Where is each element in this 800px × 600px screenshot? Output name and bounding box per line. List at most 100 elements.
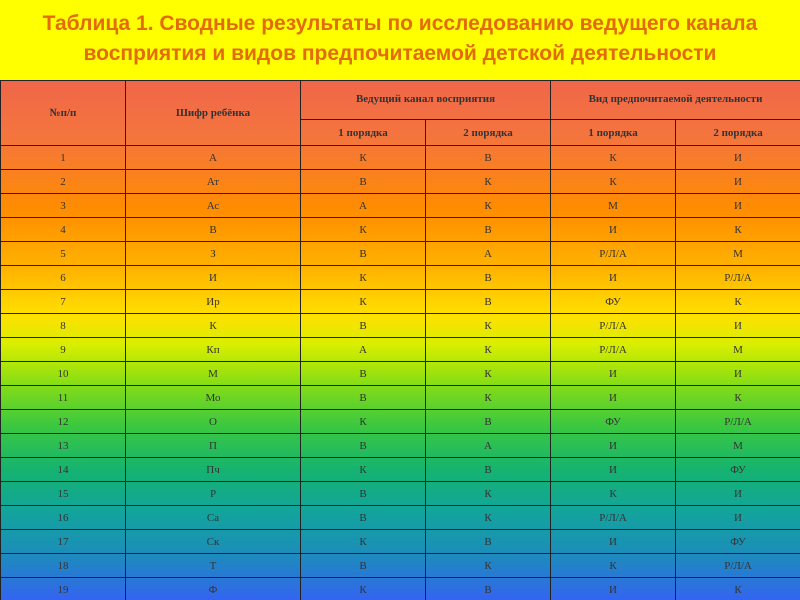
- cell-child-code: Кп: [125, 337, 301, 362]
- cell-child-code: Ас: [125, 193, 301, 218]
- table-row: 8 К В К Р/Л/А И: [0, 313, 800, 338]
- cell-activity-2: И: [675, 481, 800, 506]
- cell-activity-1: ФУ: [550, 409, 677, 434]
- header-channel-order-1: 1 порядка: [300, 119, 426, 146]
- cell-num: 14: [0, 457, 126, 482]
- cell-channel-2: В: [424, 577, 552, 600]
- cell-channel-2: К: [424, 361, 552, 386]
- slide-title: Таблица 1. Сводные результаты по исследо…: [42, 12, 758, 65]
- cell-channel-2: В: [424, 217, 552, 242]
- cell-child-code: Ир: [125, 289, 301, 314]
- cell-activity-1: И: [550, 265, 677, 290]
- cell-channel-2: К: [424, 193, 552, 218]
- cell-channel-1: К: [300, 145, 426, 170]
- cell-num: 5: [0, 241, 126, 266]
- cell-num: 16: [0, 505, 126, 530]
- cell-channel-1: К: [300, 289, 426, 314]
- header-activity-order-2: 2 порядка: [675, 119, 800, 146]
- cell-channel-2: В: [424, 409, 552, 434]
- cell-activity-2: К: [675, 385, 800, 410]
- cell-activity-1: И: [550, 385, 677, 410]
- cell-num: 18: [0, 553, 126, 578]
- cell-channel-1: К: [300, 529, 426, 554]
- cell-num: 19: [0, 577, 126, 600]
- cell-channel-2: К: [424, 553, 552, 578]
- cell-activity-2: Р/Л/А: [675, 409, 800, 434]
- cell-channel-1: К: [300, 217, 426, 242]
- cell-channel-2: В: [424, 457, 552, 482]
- cell-child-code: Пч: [125, 457, 301, 482]
- table-row: 12 О К В ФУ Р/Л/А: [0, 409, 800, 434]
- cell-activity-2: Р/Л/А: [675, 553, 800, 578]
- cell-child-code: З: [125, 241, 301, 266]
- cell-activity-2: М: [675, 241, 800, 266]
- cell-num: 2: [0, 169, 126, 194]
- table-row: 19 Ф К В И К: [0, 577, 800, 600]
- cell-activity-1: И: [550, 577, 677, 600]
- cell-child-code: Ат: [125, 169, 301, 194]
- cell-activity-2: И: [675, 505, 800, 530]
- cell-activity-2: М: [675, 433, 800, 458]
- cell-num: 9: [0, 337, 126, 362]
- cell-activity-2: И: [675, 145, 800, 170]
- table-row: 10 М В К И И: [0, 361, 800, 386]
- cell-num: 6: [0, 265, 126, 290]
- cell-num: 7: [0, 289, 126, 314]
- cell-channel-2: К: [424, 505, 552, 530]
- cell-channel-2: К: [424, 169, 552, 194]
- cell-child-code: А: [125, 145, 301, 170]
- cell-channel-1: В: [300, 433, 426, 458]
- table-row: 17 Ск К В И ФУ: [0, 529, 800, 554]
- cell-channel-2: В: [424, 289, 552, 314]
- cell-num: 12: [0, 409, 126, 434]
- header-perception-channel: Ведущий канал восприятия: [299, 80, 552, 120]
- cell-child-code: К: [125, 313, 301, 338]
- cell-channel-2: В: [424, 265, 552, 290]
- cell-child-code: Р: [125, 481, 301, 506]
- table-row: 16 Са В К Р/Л/А И: [0, 505, 800, 530]
- cell-channel-1: А: [300, 193, 426, 218]
- table-row: 18 Т В К К Р/Л/А: [0, 553, 800, 578]
- cell-num: 4: [0, 217, 126, 242]
- cell-activity-1: И: [550, 361, 677, 386]
- table-row: 9 Кп А К Р/Л/А М: [0, 337, 800, 362]
- cell-child-code: Мо: [125, 385, 301, 410]
- cell-channel-2: К: [424, 313, 552, 338]
- cell-activity-1: М: [550, 193, 677, 218]
- cell-activity-2: ФУ: [675, 457, 800, 482]
- cell-channel-1: К: [300, 577, 426, 600]
- cell-activity-1: К: [550, 481, 677, 506]
- cell-channel-2: А: [424, 433, 552, 458]
- cell-activity-1: Р/Л/А: [550, 313, 677, 338]
- cell-activity-1: ФУ: [550, 289, 677, 314]
- cell-activity-2: И: [675, 361, 800, 386]
- cell-channel-2: В: [424, 145, 552, 170]
- cell-activity-1: К: [550, 553, 677, 578]
- cell-activity-1: К: [550, 169, 677, 194]
- cell-channel-1: К: [300, 265, 426, 290]
- cell-activity-1: Р/Л/А: [550, 241, 677, 266]
- cell-channel-1: В: [300, 505, 426, 530]
- cell-activity-2: И: [675, 193, 800, 218]
- results-table: №п/п Шифр ребёнка Ведущий канал восприят…: [0, 80, 800, 600]
- cell-activity-1: И: [550, 529, 677, 554]
- cell-num: 10: [0, 361, 126, 386]
- cell-activity-1: И: [550, 433, 677, 458]
- cell-channel-1: К: [300, 409, 426, 434]
- cell-channel-2: В: [424, 529, 552, 554]
- cell-activity-2: Р/Л/А: [675, 265, 800, 290]
- cell-activity-1: И: [550, 217, 677, 242]
- cell-channel-1: А: [300, 337, 426, 362]
- cell-channel-1: В: [300, 385, 426, 410]
- cell-child-code: И: [125, 265, 301, 290]
- table-row: 7 Ир К В ФУ К: [0, 289, 800, 314]
- cell-num: 8: [0, 313, 126, 338]
- table-row: 5 З В А Р/Л/А М: [0, 241, 800, 266]
- table-row: 14 Пч К В И ФУ: [0, 457, 800, 482]
- cell-channel-1: В: [300, 553, 426, 578]
- cell-child-code: О: [125, 409, 301, 434]
- table-row: 2 Ат В К К И: [0, 169, 800, 194]
- cell-channel-1: В: [300, 481, 426, 506]
